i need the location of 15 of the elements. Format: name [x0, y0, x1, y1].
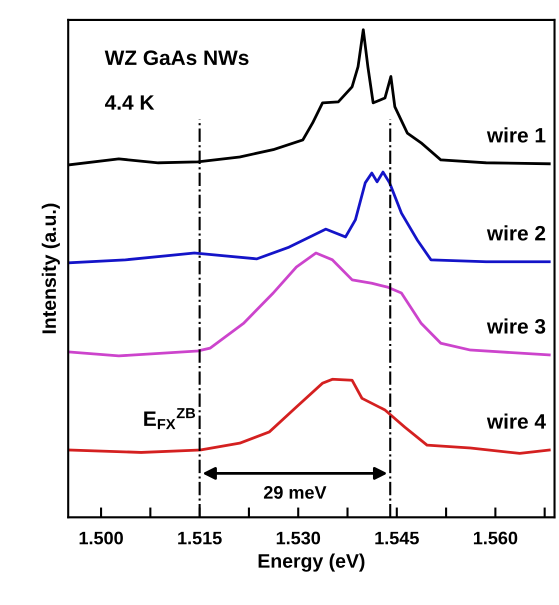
- x-tick-label: 1.545: [375, 532, 419, 544]
- x-tick-label: 1.515: [178, 532, 222, 544]
- x-tick-label: 1.560: [474, 532, 518, 544]
- series-label: wire 4: [486, 414, 546, 429]
- ref-line-label: E$_{FX}$$^{ZB}$: [144, 408, 196, 430]
- y-axis-title: Intensity (a.u.): [42, 204, 60, 334]
- annotation: WZ GaAs NWs: [104, 50, 248, 66]
- x-tick-label: 1.530: [276, 532, 320, 544]
- x-tick-label: 1.500: [80, 532, 123, 544]
- series-label: wire 1: [486, 127, 546, 143]
- series-label: wire 3: [486, 318, 546, 334]
- annotation: 29 meV: [264, 486, 326, 499]
- series-label: wire 2: [486, 225, 546, 241]
- x-axis-title: Energy (eV): [258, 554, 364, 572]
- annotation: 4.4 K: [104, 95, 154, 110]
